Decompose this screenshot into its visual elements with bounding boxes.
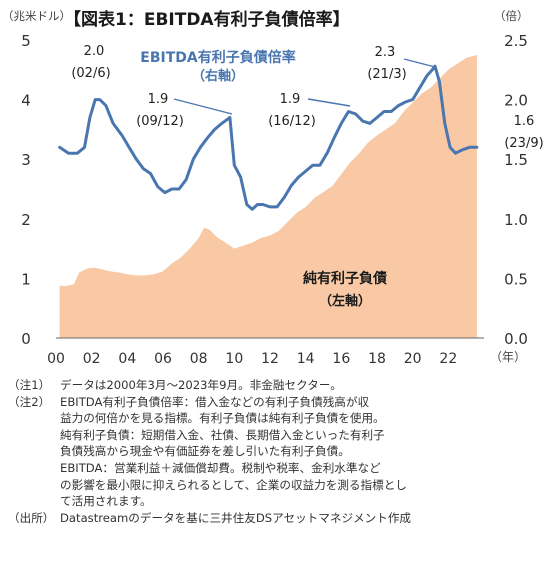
footnote-line: Datastreamのデータを基に三井住友DSアセットマネジメント作成: [60, 510, 412, 525]
x-tick-label: 06: [154, 351, 172, 367]
peak-date-label: (02/6): [71, 66, 110, 81]
x-tick-label: 02: [83, 351, 101, 367]
peak-date-label: (21/3): [367, 67, 406, 82]
footnote-line: の影響を最小限に抑えられるとして、企業の収益力を測る指標とし: [60, 477, 407, 492]
debt-series-axis-label: （左軸）: [319, 293, 371, 309]
footnote-line: て活用されます。: [60, 494, 152, 509]
x-tick-label: 22: [439, 351, 457, 367]
leader-line: [307, 98, 351, 107]
left-tick-label: 4: [21, 92, 31, 110]
peak-date-label: (16/12): [268, 114, 316, 129]
peak-date-label: (09/12): [136, 114, 184, 129]
left-tick-label: 0: [21, 330, 31, 348]
footnote-row: （出所） Datastreamのデータを基に三井住友DSアセットマネジメント作成: [8, 510, 542, 527]
right-tick-label: 1.0: [504, 211, 528, 229]
right-tick-label: 2.0: [504, 92, 528, 110]
footnote-line: 純有利子負債：短期借入金、社債、長期借入金といった有利子: [60, 427, 385, 442]
footnote-tag: （注1）: [8, 378, 51, 392]
x-tick-label: 16: [332, 351, 350, 367]
footnote-row: （注1） データは2000年3月～2023年9月。非金融セクター。: [8, 377, 542, 394]
net-debt-area: [59, 54, 477, 339]
right-tick-label: 0.0: [504, 330, 528, 348]
ratio-series-label: EBITDA有利子負債倍率: [140, 49, 295, 66]
x-tick-label: 10: [225, 351, 243, 367]
ebitda-ratio-line: [58, 64, 479, 211]
right-tick-label: 0.5: [504, 270, 528, 288]
peak-value-label: 1.9: [148, 92, 169, 107]
footnote-tag: （出所）: [8, 510, 55, 525]
footnote-text: EBITDA有利子負債倍率：借入金などの有利子負債残高が収 益力の何倍かを見る指標…: [60, 394, 542, 510]
x-tick-label: 14: [297, 351, 315, 367]
x-tick-label: 18: [368, 351, 386, 367]
left-tick-label: 5: [21, 32, 31, 50]
peak-value-label: 1.6: [514, 114, 535, 129]
chart-title: 【図表1：EBITDA有利子負債倍率】: [64, 9, 350, 30]
leader-line: [173, 98, 233, 115]
peak-date-label: (23/9): [504, 136, 543, 151]
x-tick-label: 04: [118, 351, 136, 367]
footnote-text: Datastreamのデータを基に三井住友DSアセットマネジメント作成: [60, 510, 542, 527]
footnote-text: データは2000年3月～2023年9月。非金融セクター。: [60, 377, 542, 394]
left-axis-unit: （兆米ドル）: [2, 9, 71, 23]
x-tick-label: 20: [404, 351, 422, 367]
ratio-series-axis-label: （右軸）: [192, 68, 244, 84]
peak-value-label: 2.3: [375, 45, 396, 60]
right-tick-label: 1.5: [504, 151, 528, 169]
footnote-line: EBITDA：営業利益＋減価償却費。税制や税率、金利水準など: [60, 460, 381, 475]
leader-line: [403, 58, 436, 68]
x-tick-label: 12: [261, 351, 279, 367]
peak-value-label: 2.0: [84, 44, 105, 59]
peak-value-label: 1.9: [280, 92, 301, 107]
x-tick-label: 08: [190, 351, 208, 367]
left-tick-label: 2: [21, 211, 31, 229]
footnote-line: データは2000年3月～2023年9月。非金融セクター。: [60, 378, 342, 392]
right-tick-label: 2.5: [504, 32, 528, 50]
footnote-line: EBITDA有利子負債倍率：借入金などの有利子負債残高が収: [60, 394, 370, 409]
debt-series-label: 純有利子負債: [303, 270, 387, 287]
footnote-tag: （注2）: [8, 394, 51, 409]
left-tick-label: 3: [21, 151, 31, 169]
right-axis-unit: （倍）: [494, 9, 529, 23]
x-tick-label: 00: [47, 351, 65, 367]
footnote-line: 益力の何倍かを見る指標。有利子負債は純有利子負債を使用。: [60, 411, 385, 426]
x-axis-unit: （年）: [490, 350, 526, 364]
footnote-row: （注2） EBITDA有利子負債倍率：借入金などの有利子負債残高が収 益力の何倍かを…: [8, 394, 542, 510]
left-tick-label: 1: [21, 270, 31, 288]
footnotes: （注1） データは2000年3月～2023年9月。非金融セクター。 （注2） EBIT…: [8, 377, 542, 526]
footnote-line: 負債残高から現金や有価証券を差し引いた有利子負債。: [60, 444, 350, 459]
ebitda-chart: 【図表1：EBITDA有利子負債倍率】 （兆米ドル） （倍） （年） 01234…: [2, 9, 544, 367]
